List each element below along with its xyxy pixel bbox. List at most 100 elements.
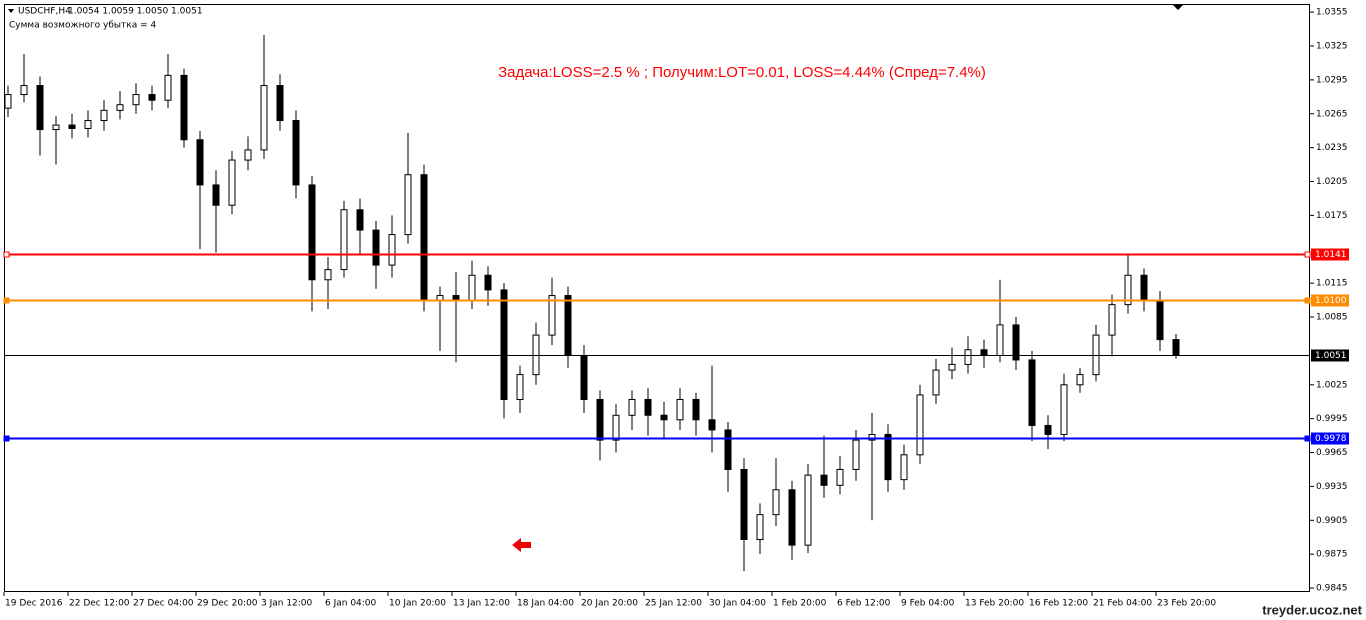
y-tick-label: 0.9965: [1316, 448, 1348, 458]
x-tick-label: 29 Dec 20:00: [197, 599, 258, 609]
candle-body: [516, 374, 524, 400]
candle-body: [212, 184, 220, 206]
candle-body: [868, 433, 876, 441]
x-tick-label: 30 Jan 04:00: [709, 599, 766, 609]
candle-body: [932, 369, 940, 396]
arrow-icon: [512, 538, 531, 552]
candle-body: [68, 124, 76, 129]
candle-body: [756, 514, 764, 540]
level-handle: [1304, 251, 1311, 258]
candle-body: [708, 419, 716, 431]
candle-body: [644, 398, 652, 416]
candle-body: [820, 474, 828, 486]
level-handle: [3, 251, 10, 258]
y-tick-label: 1.0115: [1316, 279, 1348, 289]
price-tag-label: 0.9978: [1315, 434, 1347, 444]
candle-body: [900, 454, 908, 481]
candle-body: [1092, 334, 1100, 376]
candle-body: [1108, 304, 1116, 336]
candle-body: [1012, 324, 1020, 361]
candle-body: [228, 159, 236, 206]
watermark: treyder.ucoz.net: [1262, 602, 1362, 617]
candle-body: [948, 363, 956, 371]
price-tag: [1311, 294, 1349, 307]
header-ohlc: 1.0054 1.0059 1.0050 1.0051: [68, 7, 203, 17]
candle-body: [548, 295, 556, 336]
candle-body: [4, 94, 12, 109]
candle-body: [996, 324, 1004, 356]
candle-body: [340, 209, 348, 271]
y-tick-label: 1.0295: [1316, 75, 1348, 85]
candle-body: [164, 74, 172, 101]
x-tick-label: 18 Jan 04:00: [517, 599, 574, 609]
candle-body: [724, 429, 732, 470]
candle-body: [676, 398, 684, 421]
candle-body: [292, 120, 300, 186]
y-tick-label: 0.9875: [1316, 550, 1348, 560]
y-tick-label: 1.0025: [1316, 380, 1348, 390]
candle-body: [660, 414, 668, 421]
candle-body: [404, 174, 412, 236]
candle-body: [612, 414, 620, 441]
candle-body: [484, 274, 492, 291]
candle-body: [1060, 384, 1068, 435]
x-tick-label: 6 Jan 04:00: [325, 599, 377, 609]
candle-body: [452, 295, 460, 301]
candle-body: [132, 94, 140, 106]
candle-body: [596, 398, 604, 441]
y-tick-label: 1.0205: [1316, 177, 1348, 187]
candle-body: [692, 398, 700, 421]
y-tick-label: 0.9905: [1316, 516, 1348, 526]
candle-body: [1124, 274, 1132, 306]
candle-body: [740, 468, 748, 540]
candle-body: [388, 234, 396, 266]
y-tick-label: 1.0325: [1316, 42, 1348, 52]
x-tick-label: 13 Feb 20:00: [965, 599, 1024, 609]
candle-body: [580, 354, 588, 400]
candle-body: [884, 433, 892, 481]
candle-body: [244, 149, 252, 161]
candle-body: [804, 474, 812, 546]
x-tick-label: 21 Feb 04:00: [1093, 599, 1152, 609]
shift-marker[interactable]: [1173, 5, 1183, 10]
price-tag: [1311, 248, 1349, 261]
candle-body: [180, 74, 188, 141]
candle-body: [1156, 299, 1164, 341]
x-tick-label: 1 Feb 20:00: [773, 599, 827, 609]
price-tag-label: 1.0100: [1315, 296, 1347, 306]
candle-body: [20, 85, 28, 96]
x-tick-label: 19 Dec 2016: [5, 599, 63, 609]
candle-body: [852, 439, 860, 470]
candle-body: [628, 398, 636, 416]
level-handle: [1304, 435, 1311, 442]
candle-body: [1044, 424, 1052, 435]
x-tick-label: 25 Jan 12:00: [645, 599, 702, 609]
price-tag: [1311, 432, 1349, 445]
y-tick-label: 1.0085: [1316, 313, 1348, 323]
x-tick-label: 20 Jan 20:00: [581, 599, 638, 609]
candle-body: [468, 274, 476, 301]
candle-body: [148, 94, 156, 101]
menu-triangle[interactable]: [8, 9, 14, 13]
candle-body: [100, 109, 108, 122]
x-tick-label: 6 Feb 12:00: [837, 599, 891, 609]
candle-body: [324, 269, 332, 281]
candle-body: [1028, 359, 1036, 426]
x-tick-label: 3 Jan 12:00: [261, 599, 313, 609]
level-handle: [3, 297, 10, 304]
candle-body: [436, 295, 444, 301]
price-tag: [1311, 349, 1349, 362]
candle-body: [964, 349, 972, 365]
candle-body: [788, 489, 796, 546]
candle-body: [1172, 339, 1180, 356]
candle-body: [116, 104, 124, 111]
candle-body: [196, 139, 204, 186]
candle-body: [1076, 374, 1084, 386]
candle-body: [772, 489, 780, 516]
candle-body: [836, 468, 844, 486]
candle-body: [980, 349, 988, 356]
x-tick-label: 9 Feb 04:00: [901, 599, 955, 609]
arrow: [512, 538, 531, 552]
x-tick-label: 23 Feb 20:00: [1157, 599, 1216, 609]
